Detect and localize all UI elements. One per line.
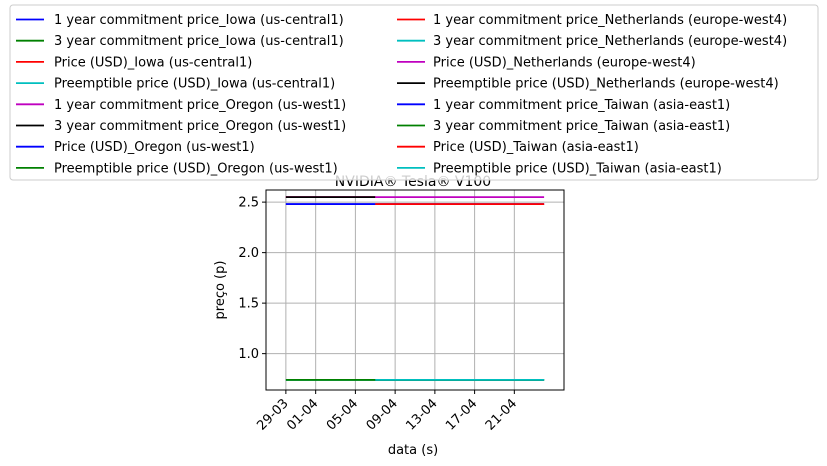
x-tick-label: 21-04: [483, 396, 520, 433]
legend-label: 1 year commitment price_Taiwan (asia-eas…: [433, 98, 730, 113]
x-tick-label: 05-04: [324, 396, 361, 433]
x-tick-label: 13-04: [403, 396, 440, 433]
plot-frame: [265, 189, 565, 391]
legend-item: Price (USD)_Iowa (us-central1): [16, 55, 252, 70]
legend-label: Price (USD)_Netherlands (europe-west4): [433, 55, 696, 70]
y-tick-label: 1.0: [238, 347, 259, 362]
legend-item: Preemptible price (USD)_Taiwan (asia-eas…: [397, 161, 722, 176]
legend-frame: [9, 4, 819, 181]
legend-label: 3 year commitment price_Taiwan (asia-eas…: [433, 119, 730, 134]
legend-item: 1 year commitment price_Taiwan (asia-eas…: [397, 98, 730, 113]
legend-label: 1 year commitment price_Netherlands (eur…: [433, 13, 787, 28]
legend-label: 3 year commitment price_Iowa (us-central…: [54, 34, 344, 49]
legend-item: 1 year commitment price_Netherlands (eur…: [397, 13, 787, 28]
legend-label: Preemptible price (USD)_Oregon (us-west1…: [54, 161, 338, 176]
x-tick-label: 09-04: [364, 396, 401, 433]
y-tick-label: 2.5: [238, 196, 259, 211]
legend-label: 1 year commitment price_Oregon (us-west1…: [54, 98, 346, 113]
x-tick-label: 17-04: [443, 396, 480, 433]
legend-label: Preemptible price (USD)_Netherlands (eur…: [433, 77, 779, 92]
legend-label: Price (USD)_Oregon (us-west1): [54, 140, 255, 155]
legend-label: Preemptible price (USD)_Iowa (us-central…: [54, 77, 335, 92]
legend-item: Preemptible price (USD)_Netherlands (eur…: [397, 77, 779, 92]
legend-item: 1 year commitment price_Oregon (us-west1…: [16, 98, 346, 113]
grid: [266, 190, 564, 390]
legend-label: Price (USD)_Taiwan (asia-east1): [433, 140, 639, 155]
legend-item: 3 year commitment price_Taiwan (asia-eas…: [397, 119, 730, 134]
legend-label: Preemptible price (USD)_Taiwan (asia-eas…: [433, 161, 722, 176]
x-tick-label: 29-03: [254, 396, 291, 433]
legend-label: 3 year commitment price_Oregon (us-west1…: [54, 119, 346, 134]
legend-item: Price (USD)_Taiwan (asia-east1): [397, 140, 639, 155]
legend-item: Preemptible price (USD)_Oregon (us-west1…: [16, 161, 338, 176]
series-lines: [285, 196, 545, 381]
legend-item: 3 year commitment price_Netherlands (eur…: [397, 34, 787, 49]
legend: 1 year commitment price_Iowa (us-central…: [9, 4, 819, 181]
legend-label: 1 year commitment price_Iowa (us-central…: [54, 13, 344, 28]
legend-item: 3 year commitment price_Iowa (us-central…: [16, 34, 344, 49]
y-tick-label: 1.5: [238, 297, 259, 312]
legend-item: Price (USD)_Oregon (us-west1): [16, 140, 255, 155]
legend-label: 3 year commitment price_Netherlands (eur…: [433, 34, 787, 49]
legend-item: Price (USD)_Netherlands (europe-west4): [397, 55, 696, 70]
legend-item: 3 year commitment price_Oregon (us-west1…: [16, 119, 346, 134]
x-tick-label: 01-04: [284, 396, 321, 433]
legend-item: 1 year commitment price_Iowa (us-central…: [16, 13, 344, 28]
y-axis-label: preço (p): [213, 261, 228, 320]
legend-item: Preemptible price (USD)_Iowa (us-central…: [16, 77, 335, 92]
y-tick-label: 2.0: [238, 246, 259, 261]
x-axis-label: data (s): [388, 443, 438, 458]
y-axis: 1.0 1.5 2.0 2.5: [238, 196, 266, 362]
legend-label: Price (USD)_Iowa (us-central1): [54, 55, 252, 70]
